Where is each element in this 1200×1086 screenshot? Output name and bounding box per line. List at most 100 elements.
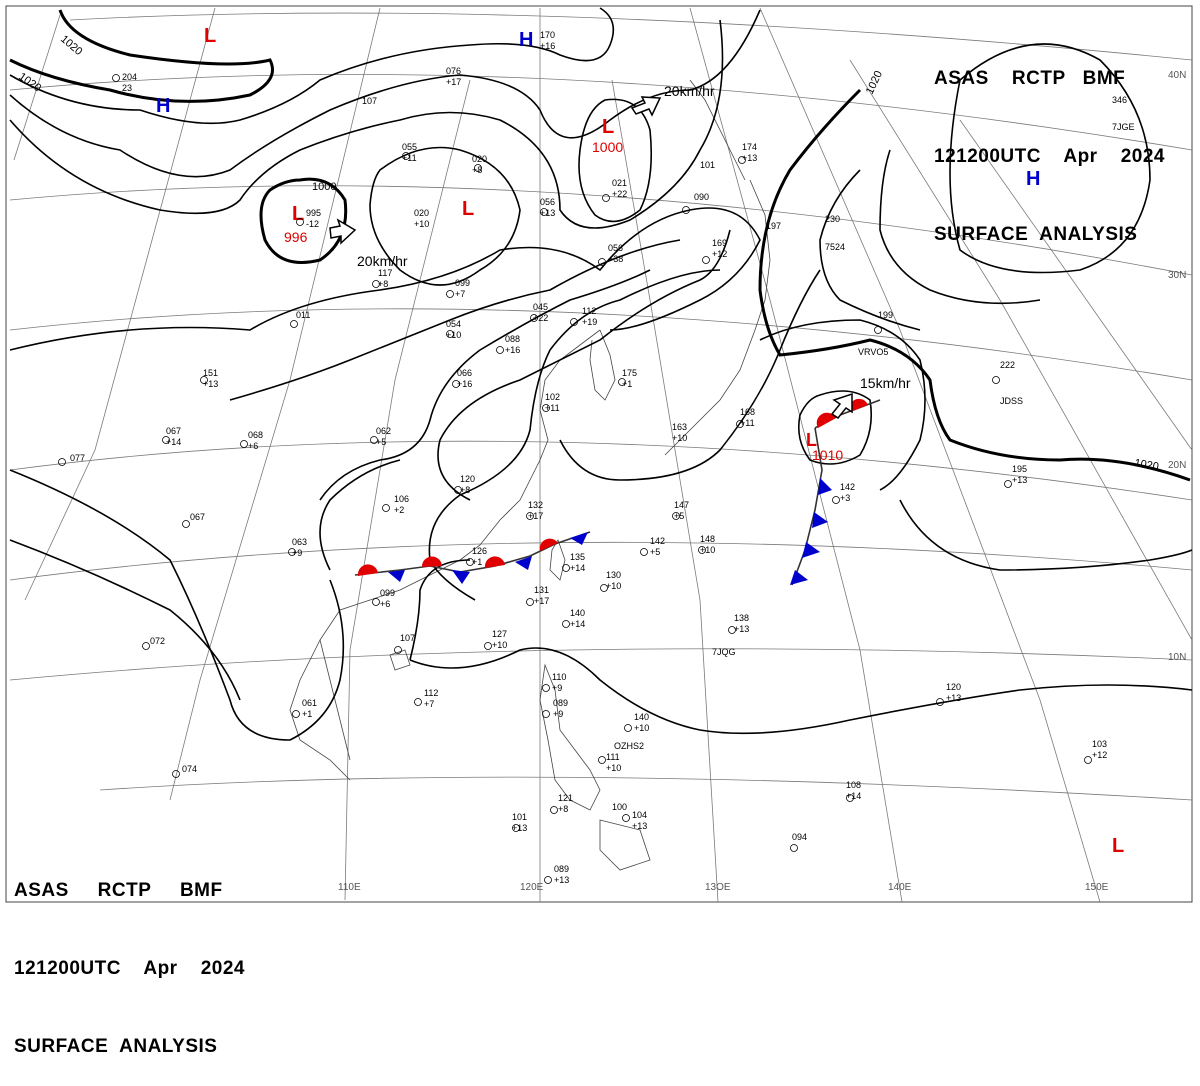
motion-arrows	[329, 96, 853, 420]
station-circle-icon	[474, 164, 482, 172]
station-value: +9	[552, 683, 562, 693]
station-circle-icon	[846, 794, 854, 802]
station-value: 056	[608, 243, 623, 253]
footer-line-1: ASAS RCTP BMF	[14, 880, 223, 901]
low-pressure-symbol: L	[462, 198, 474, 220]
station-value: +8	[378, 279, 388, 289]
station-value: +9	[292, 548, 302, 558]
station-circle-icon	[542, 404, 550, 412]
isobar	[319, 269, 651, 501]
isobar	[437, 229, 731, 501]
parallel	[99, 776, 1193, 801]
station-circle-icon	[182, 520, 190, 528]
station-value: 195	[1012, 464, 1027, 474]
station-circle-icon	[702, 256, 710, 264]
station-value: 062	[376, 426, 391, 436]
parallel	[9, 73, 1193, 151]
mindanao-coast	[599, 819, 651, 871]
parallel	[9, 308, 1193, 381]
lon-label-120e: 120E	[520, 882, 544, 893]
lon-label-130e: 13OE	[705, 882, 731, 893]
meridian	[169, 7, 381, 801]
china-coast	[319, 329, 601, 761]
coastlines	[289, 79, 771, 871]
station-circle-icon	[992, 376, 1000, 384]
station-value: 121	[558, 793, 573, 803]
map-header: ASAS RCTP BMF 121200UTC Apr 2024 SURFACE…	[934, 14, 1165, 274]
station-value: 7524	[825, 242, 845, 252]
station-value: 132	[528, 500, 543, 510]
station-value: 054	[446, 319, 461, 329]
cold-front-triangle	[388, 570, 405, 582]
cold-front-triangle	[802, 542, 820, 558]
station-value: 088	[505, 334, 520, 344]
station-value: +7	[424, 699, 434, 709]
lon-label-110e: 110E	[338, 882, 361, 893]
station-value: 142	[840, 482, 855, 492]
isobar	[229, 239, 681, 401]
station-value: 061	[302, 698, 317, 708]
station-value: +10	[700, 545, 715, 555]
station-value: 068	[248, 430, 263, 440]
station-value: 135	[570, 552, 585, 562]
station-value: 163	[672, 422, 687, 432]
station-value: +22	[612, 189, 627, 199]
motion-speed-label: 15km/hr	[860, 375, 911, 391]
station-value: 077	[70, 453, 85, 463]
station-circle-icon	[672, 512, 680, 520]
isobar	[9, 469, 345, 741]
station-circle-icon	[372, 598, 380, 606]
low-pressure-symbol: L	[204, 25, 216, 47]
station-circle-icon	[512, 824, 520, 832]
lat-label-20n: 20N	[1168, 460, 1186, 471]
station-circle-icon	[562, 620, 570, 628]
high-pressure-symbol: H	[519, 29, 533, 51]
meridian-140e	[689, 7, 903, 903]
station-circle-icon	[542, 684, 550, 692]
low-pressure-value: 1010	[812, 447, 843, 463]
motion-speed-label: 20km/hr	[357, 253, 408, 269]
isobar	[9, 7, 615, 125]
station-value: 131	[534, 585, 549, 595]
meridian-110e	[344, 79, 471, 901]
station-circle-icon	[1084, 756, 1092, 764]
station-value: JDSS	[1000, 396, 1023, 406]
station-value: 112	[582, 306, 596, 316]
station-value: +8	[460, 485, 470, 495]
station-value: +16	[457, 379, 472, 389]
station-circle-icon	[874, 326, 882, 334]
station-circle-icon	[622, 814, 630, 822]
station-circle-icon	[1004, 480, 1012, 488]
station-value: +13	[946, 693, 961, 703]
station-plots: 20423107076+17170+16055+11020+10995-1202…	[58, 30, 1135, 885]
high-pressure-symbol: H	[156, 95, 170, 117]
station-value: 126	[472, 546, 487, 556]
station-value: +13	[742, 153, 757, 163]
station-value: +13	[554, 875, 569, 885]
station-value: 147	[674, 500, 689, 510]
station-value: +1	[302, 709, 312, 719]
station-value: 103	[1092, 739, 1107, 749]
station-value: 120	[946, 682, 961, 692]
station-value: +11	[545, 403, 560, 413]
isobar	[559, 269, 821, 481]
lat-label-40n: 40N	[1168, 70, 1186, 81]
station-value: +8	[558, 804, 568, 814]
station-circle-icon	[562, 564, 570, 572]
station-value: +10	[606, 763, 621, 773]
station-value: +10	[634, 723, 649, 733]
isobar	[578, 98, 653, 223]
isobar	[428, 269, 721, 601]
station-circle-icon	[540, 208, 548, 216]
header-line-3: SURFACE ANALYSIS	[934, 224, 1138, 245]
station-value: +14	[166, 437, 181, 447]
station-circle-icon	[832, 496, 840, 504]
station-value: 117	[378, 268, 392, 278]
station-value: 099	[455, 278, 470, 288]
station-value: +10	[414, 219, 429, 229]
station-value: +16	[505, 345, 520, 355]
footer-line-2: 121200UTC Apr 2024	[14, 958, 245, 979]
isobar	[369, 146, 521, 286]
station-value: +12	[1092, 750, 1107, 760]
station-value: OZHS2	[614, 741, 644, 751]
